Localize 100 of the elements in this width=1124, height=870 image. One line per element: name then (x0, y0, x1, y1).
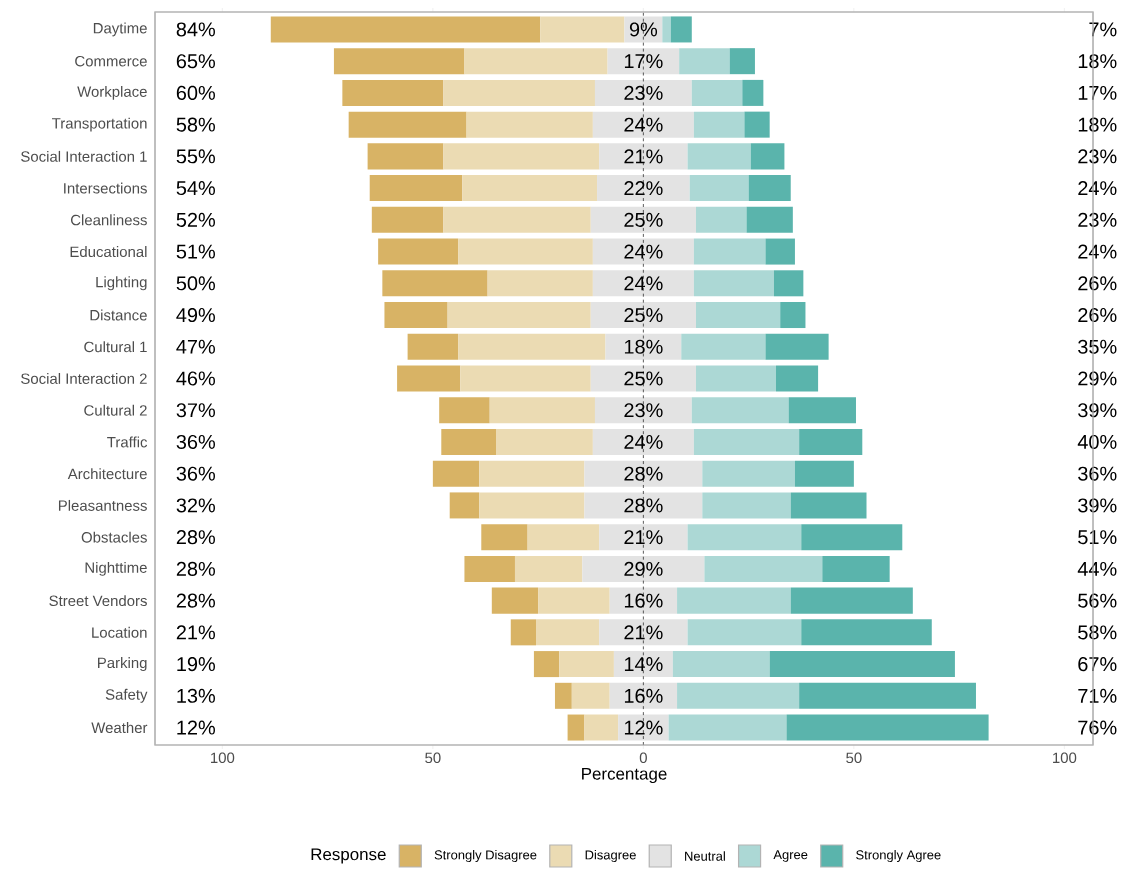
bar (696, 365, 776, 392)
bar (594, 397, 692, 424)
annotation: 36% (176, 434, 215, 450)
y-tick-label: Distance (90, 309, 147, 321)
bar (693, 238, 766, 265)
annotation: 21% (176, 625, 215, 640)
bar (449, 492, 480, 519)
bar (384, 302, 448, 329)
annotation: 65% (176, 54, 215, 69)
bar (514, 555, 583, 582)
y-tick-label: Intersections (64, 182, 147, 194)
bar (348, 111, 467, 138)
bar (533, 651, 560, 678)
data-label: 25% (624, 371, 663, 386)
bar (691, 397, 789, 424)
x-axis-title: Percentage (582, 767, 667, 784)
y-tick-label: Cultural 2 (84, 404, 147, 416)
bar (584, 460, 703, 487)
bar (594, 79, 692, 106)
bar (693, 270, 774, 297)
annotation: 28% (176, 530, 215, 545)
bar (510, 619, 537, 646)
bar (775, 365, 819, 392)
annotation: 29% (1078, 371, 1117, 386)
bar (464, 555, 515, 582)
annotation: 39% (1078, 498, 1117, 513)
annotation: 51% (1078, 530, 1117, 545)
annotation: 36% (176, 466, 215, 481)
data-label: 21% (624, 625, 663, 640)
annotation: 12% (177, 720, 215, 735)
bar (599, 143, 688, 170)
bar (491, 587, 539, 614)
x-tick-label: 100 (1053, 752, 1077, 764)
bar (702, 460, 795, 487)
data-label: 24% (624, 434, 663, 449)
data-label: 28% (624, 498, 663, 513)
x-tick-label: 0 (639, 752, 647, 764)
bar (590, 365, 696, 392)
data-label: 21% (624, 149, 663, 164)
y-tick-label: Nighttime (85, 561, 147, 576)
bar (801, 619, 932, 646)
y-tick-label: Educational (70, 246, 147, 258)
bar (443, 206, 591, 233)
bar (790, 492, 867, 519)
annotation: 51% (176, 244, 215, 259)
annotation: 52% (176, 212, 215, 227)
bar (599, 524, 688, 551)
data-label: 21% (624, 530, 663, 545)
bar (378, 238, 459, 265)
bar (464, 48, 608, 75)
bar (788, 397, 856, 424)
data-label: 24% (624, 276, 663, 291)
bar (773, 270, 804, 297)
bar (479, 460, 585, 487)
annotation: 17% (1078, 85, 1117, 100)
y-tick-label: Safety (105, 688, 148, 703)
annotation: 46% (176, 371, 215, 386)
bar (801, 524, 903, 551)
y-tick-label: Transportation (52, 117, 147, 132)
bar (584, 492, 703, 519)
bar (407, 333, 459, 360)
y-tick-label: Commerce (75, 55, 147, 67)
bar (691, 79, 743, 106)
bar (460, 365, 591, 392)
bar (822, 555, 890, 582)
bar (536, 619, 600, 646)
bar (679, 48, 730, 75)
annotation: 23% (1078, 212, 1117, 227)
annotation: 19% (177, 657, 215, 672)
y-tick-label: Cleanliness (70, 214, 147, 226)
bar (397, 365, 461, 392)
bar (371, 206, 444, 233)
annotation: 50% (176, 276, 215, 291)
data-label: 12% (624, 720, 663, 735)
bar (750, 143, 785, 170)
annotation: 40% (1077, 434, 1117, 450)
bar (799, 682, 976, 709)
bar (458, 238, 593, 265)
y-tick-label: Lighting (96, 276, 147, 291)
data-label: 25% (624, 212, 663, 227)
y-tick-label: Cultural 1 (84, 341, 147, 353)
bar (790, 587, 913, 614)
annotation: 60% (176, 85, 215, 100)
bar (607, 48, 680, 75)
bar (597, 175, 690, 202)
data-label: 14% (624, 657, 663, 672)
annotation: 23% (1078, 149, 1117, 164)
data-label: 23% (624, 403, 663, 418)
bar (432, 460, 480, 487)
annotation: 58% (1078, 625, 1117, 640)
legend-title: Response (311, 848, 386, 864)
bar (443, 79, 595, 106)
annotation: 58% (176, 117, 215, 132)
data-label: 28% (624, 466, 663, 481)
data-label: 24% (624, 117, 663, 132)
data-label: 24% (624, 244, 663, 259)
y-tick-label: Weather (91, 722, 148, 734)
bar (592, 428, 694, 455)
legend-label: Agree (773, 850, 808, 862)
annotation: 35% (1078, 339, 1117, 354)
